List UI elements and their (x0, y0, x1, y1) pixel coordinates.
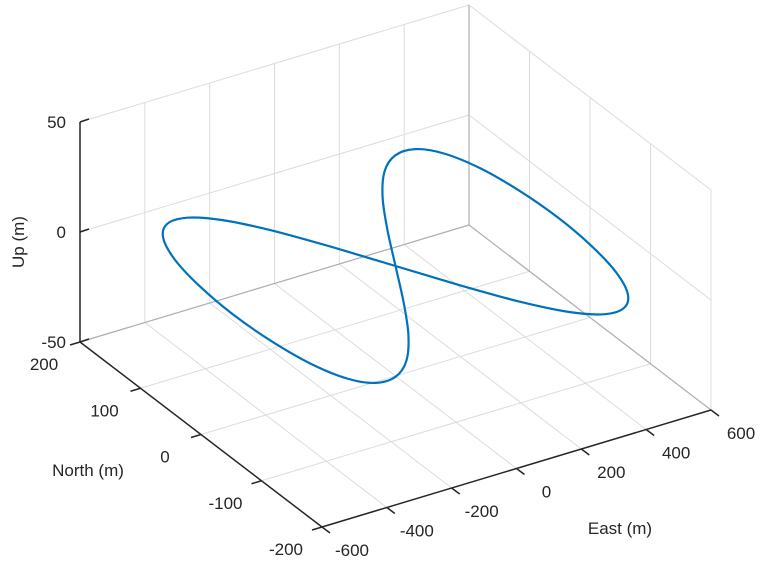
axes (69, 118, 720, 534)
y-tick-label: 0 (160, 448, 169, 467)
y-tick (251, 480, 262, 485)
y-axis-label: North (m) (52, 461, 124, 480)
back-edge (79, 224, 470, 343)
y-tick-label: 100 (90, 401, 118, 420)
y-tick (311, 526, 323, 531)
z-tick (79, 338, 90, 343)
x-tick-label: 0 (542, 483, 551, 502)
z-tick (79, 118, 90, 123)
x-tick (645, 428, 655, 437)
x-tick-label: -400 (400, 522, 434, 541)
x-tick (386, 506, 396, 515)
grid-line (261, 363, 651, 482)
z-tick-label: 50 (47, 113, 66, 132)
y-tick-label: -200 (269, 540, 303, 559)
x-axis-label: East (m) (588, 519, 652, 538)
y-tick-label: 200 (30, 355, 58, 374)
grid-line (79, 114, 470, 233)
back-edge (468, 224, 712, 411)
grid-line (79, 4, 470, 123)
x-tick-label: -200 (465, 502, 499, 521)
x-tick-label: 600 (727, 424, 755, 443)
y-tick (190, 433, 202, 439)
y-tick (69, 341, 81, 346)
y-tick-label: -100 (208, 494, 242, 513)
z-tick-label: -50 (41, 333, 66, 352)
z-tick-label: 0 (57, 223, 66, 242)
x-tick (321, 526, 331, 534)
x-tick (580, 448, 590, 456)
x-tick-label: 400 (662, 444, 690, 463)
x-tick (451, 487, 461, 495)
x-tick (710, 409, 720, 417)
y-tick (130, 387, 141, 392)
z-axis-label: Up (m) (9, 216, 28, 268)
tick-labels: -50 0 50 -200 -100 0 100 200 -600 -400 -200 0 200 400… (30, 113, 755, 560)
x-tick-label: 200 (597, 463, 625, 482)
grid-line (468, 4, 712, 191)
trajectory-line (161, 147, 630, 385)
z-tick (79, 228, 90, 233)
grid-line (140, 270, 530, 389)
x-tick (516, 467, 525, 476)
grid-line (468, 114, 712, 301)
x-tick-label: -600 (335, 541, 369, 560)
